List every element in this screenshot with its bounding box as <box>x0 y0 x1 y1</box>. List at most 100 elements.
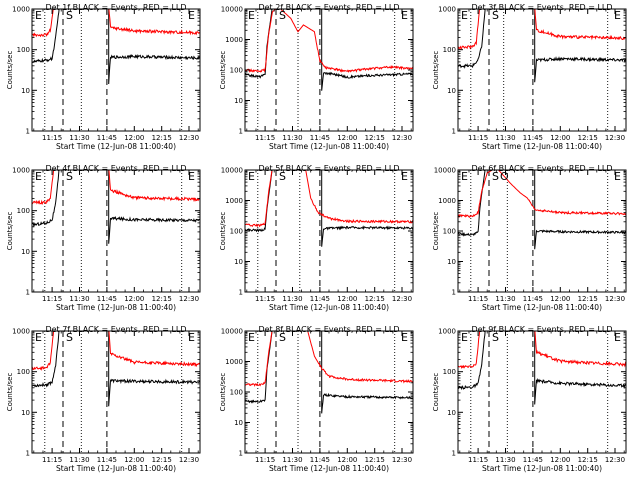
x-axis-label: Start Time (12-Jun-08 11:00:40) <box>56 303 176 312</box>
panel-det1: 1 10 100 1000 11:15 11:30 11:45 12:00 12:15 12:30… <box>6 3 201 151</box>
x-tick-label: 12:00 <box>337 456 357 464</box>
x-tick-label: 12:00 <box>550 295 570 303</box>
y-tick-label: 100 <box>443 228 456 236</box>
y-axis-label: Counts/sec <box>432 51 440 90</box>
interval-marker: S <box>279 170 286 183</box>
x-tick-label: 12:00 <box>337 134 357 142</box>
panel-title: Det 8f BLACK = Events, RED = LLD <box>258 325 399 334</box>
interval-marker: E <box>461 331 468 344</box>
series-events <box>245 9 413 91</box>
interval-marker: E <box>248 331 255 344</box>
interval-marker: S <box>66 170 73 183</box>
interval-marker: S <box>492 331 499 344</box>
y-tick-label: 1 <box>452 128 456 136</box>
series-lld <box>245 331 413 387</box>
y-tick-label: 1000 <box>438 328 456 336</box>
panel-title: Det 5f BLACK = Events, RED = LLD <box>258 164 399 173</box>
series-events <box>458 331 626 405</box>
y-tick-label: 10 <box>234 97 243 105</box>
interval-marker: E <box>461 9 468 22</box>
x-tick-label: 11:15 <box>42 456 62 464</box>
panel-title: Det 9f BLACK = Events, RED = LLD <box>471 325 612 334</box>
y-tick-label: 10000 <box>221 167 243 175</box>
panel-title: Det 2f BLACK = Events, RED = LLD <box>258 3 399 12</box>
series-lld <box>32 9 200 38</box>
x-tick-label: 11:30 <box>495 295 515 303</box>
series-events <box>245 331 413 414</box>
interval-marker: E <box>188 331 195 344</box>
x-tick-label: 11:30 <box>495 134 515 142</box>
series-events <box>32 9 200 85</box>
y-tick-label: 1 <box>452 450 456 458</box>
y-axis-label: Counts/sec <box>219 51 227 90</box>
y-tick-label: 1000 <box>225 358 243 366</box>
x-tick-label: 11:15 <box>468 295 488 303</box>
interval-marker: S <box>492 9 499 22</box>
y-tick-label: 10 <box>21 87 30 95</box>
x-tick-label: 12:00 <box>550 134 570 142</box>
y-tick-label: 100 <box>230 228 243 236</box>
y-tick-label: 1000 <box>12 167 30 175</box>
y-tick-label: 1000 <box>438 197 456 205</box>
y-tick-label: 10000 <box>434 167 456 175</box>
series-lld <box>458 9 626 50</box>
y-axis-label: Counts/sec <box>432 373 440 412</box>
x-tick-label: 11:45 <box>523 295 543 303</box>
interval-marker: E <box>248 170 255 183</box>
series-lld <box>245 170 413 228</box>
y-tick-label: 1 <box>26 289 30 297</box>
y-tick-label: 100 <box>17 207 30 215</box>
x-tick-label: 11:15 <box>468 456 488 464</box>
x-tick-label: 11:45 <box>97 456 117 464</box>
x-tick-label: 12:15 <box>365 295 385 303</box>
x-tick-label: 12:00 <box>124 295 144 303</box>
y-tick-label: 1 <box>239 450 243 458</box>
interval-marker: E <box>401 170 408 183</box>
interval-marker: S <box>279 9 286 22</box>
y-tick-label: 10000 <box>221 328 243 336</box>
interval-marker: E <box>35 170 42 183</box>
x-tick-label: 12:15 <box>578 456 598 464</box>
y-tick-label: 100 <box>17 368 30 376</box>
panel-det3: 1 10 100 1000 11:15 11:30 11:45 12:00 12:15 12:30… <box>432 3 627 151</box>
interval-marker: E <box>614 170 621 183</box>
x-tick-label: 12:30 <box>392 134 412 142</box>
interval-marker: E <box>35 9 42 22</box>
x-axis-label: Start Time (12-Jun-08 11:00:40) <box>269 303 389 312</box>
y-tick-label: 10 <box>21 248 30 256</box>
y-tick-label: 100 <box>443 368 456 376</box>
interval-marker: E <box>614 331 621 344</box>
y-axis-label: Counts/sec <box>219 373 227 412</box>
x-tick-label: 11:45 <box>310 456 330 464</box>
panel-det4: 1 10 100 1000 11:15 11:30 11:45 12:00 12:15 12:30… <box>6 164 201 312</box>
y-axis-label: Counts/sec <box>432 212 440 251</box>
interval-marker: E <box>614 9 621 22</box>
x-tick-label: 12:30 <box>605 134 625 142</box>
y-tick-label: 1000 <box>438 6 456 14</box>
panel-title: Det 1f BLACK = Events, RED = LLD <box>45 3 186 12</box>
x-axis-label: Start Time (12-Jun-08 11:00:40) <box>56 464 176 473</box>
series-events <box>245 170 413 247</box>
interval-marker: E <box>188 170 195 183</box>
y-tick-label: 1 <box>26 128 30 136</box>
y-tick-label: 10 <box>234 419 243 427</box>
x-axis-label: Start Time (12-Jun-08 11:00:40) <box>482 464 602 473</box>
x-tick-label: 12:00 <box>550 456 570 464</box>
y-tick-label: 10 <box>447 87 456 95</box>
x-tick-label: 11:15 <box>42 295 62 303</box>
interval-marker: E <box>188 9 195 22</box>
x-tick-label: 12:30 <box>605 295 625 303</box>
y-axis-label: Counts/sec <box>6 373 14 412</box>
interval-marker: O <box>500 170 509 183</box>
y-tick-label: 100 <box>443 46 456 54</box>
panel-det7: 1 10 100 1000 11:15 11:30 11:45 12:00 12:15 12:30… <box>6 325 201 473</box>
x-tick-label: 12:15 <box>152 134 172 142</box>
panel-title: Det 6f BLACK = Events, RED = LLD <box>471 164 612 173</box>
y-axis-label: Counts/sec <box>219 212 227 251</box>
x-tick-label: 12:30 <box>392 295 412 303</box>
x-tick-label: 12:00 <box>124 456 144 464</box>
x-tick-label: 12:15 <box>578 295 598 303</box>
x-tick-label: 11:30 <box>69 456 89 464</box>
